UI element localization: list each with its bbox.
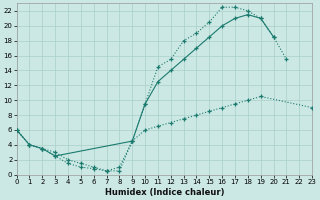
X-axis label: Humidex (Indice chaleur): Humidex (Indice chaleur) [105,188,224,197]
